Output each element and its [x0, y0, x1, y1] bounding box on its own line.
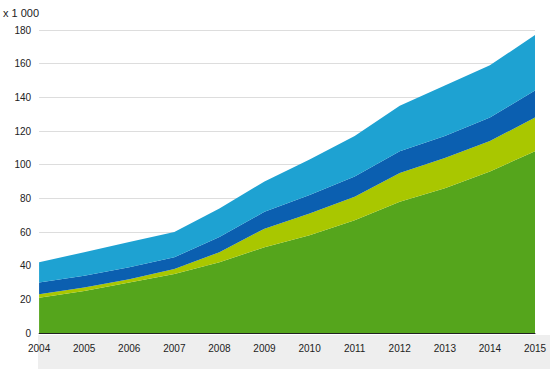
svg-text:140: 140 [14, 92, 31, 103]
svg-text:40: 40 [20, 260, 32, 271]
svg-text:20: 20 [20, 294, 32, 305]
svg-text:2009: 2009 [253, 343, 276, 354]
svg-text:160: 160 [14, 58, 31, 69]
svg-text:2007: 2007 [163, 343, 186, 354]
svg-text:2014: 2014 [479, 343, 502, 354]
svg-text:2013: 2013 [434, 343, 457, 354]
svg-text:2015: 2015 [524, 343, 547, 354]
svg-text:2008: 2008 [208, 343, 231, 354]
svg-text:2010: 2010 [298, 343, 321, 354]
svg-text:2012: 2012 [389, 343, 412, 354]
svg-text:60: 60 [20, 227, 32, 238]
svg-text:100: 100 [14, 159, 31, 170]
svg-text:80: 80 [20, 193, 32, 204]
svg-text:2011: 2011 [344, 343, 366, 354]
svg-text:2006: 2006 [118, 343, 141, 354]
svg-text:180: 180 [14, 25, 31, 36]
svg-text:120: 120 [14, 126, 31, 137]
svg-text:2004: 2004 [28, 343, 51, 354]
svg-text:x 1 000: x 1 000 [3, 7, 39, 19]
svg-text:2005: 2005 [73, 343, 96, 354]
svg-text:0: 0 [26, 328, 32, 339]
